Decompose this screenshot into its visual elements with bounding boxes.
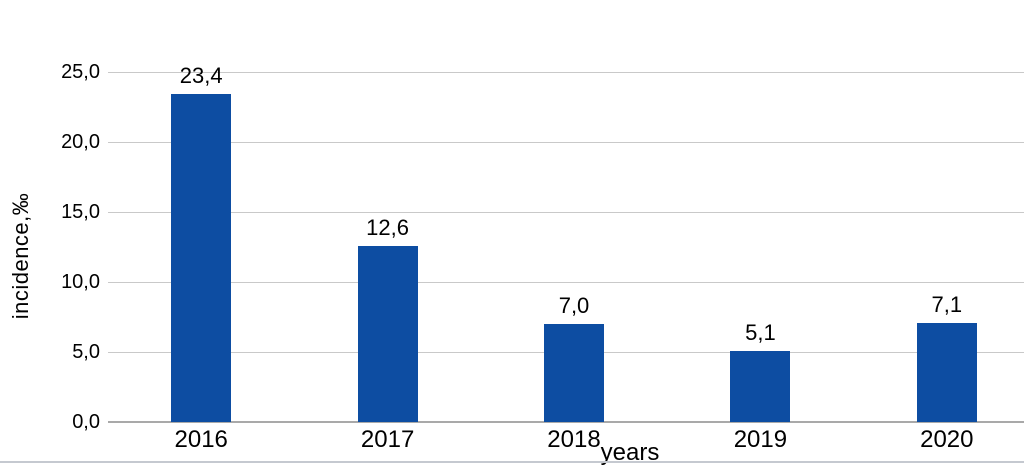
x-tick-label: 2017 <box>360 426 415 453</box>
x-axis-line <box>108 421 1024 423</box>
bar <box>171 94 232 422</box>
gridline <box>108 212 1024 213</box>
y-tick-label: 10,0 <box>61 271 100 293</box>
x-tick-label: 2020 <box>920 426 974 453</box>
y-tick-label: 20,0 <box>61 131 100 153</box>
bar <box>544 324 604 422</box>
bar <box>916 322 977 422</box>
bar-value-label: 12,6 <box>366 214 410 240</box>
y-tick-label: 25,0 <box>61 61 100 83</box>
bar-value-label: 23,4 <box>179 63 223 89</box>
x-tick-label: 2018 <box>547 426 601 453</box>
gridline <box>108 282 1024 283</box>
page-bottom-border <box>0 461 1024 463</box>
bar-value-label: 7,0 <box>558 293 590 318</box>
bar-value-label: 7,1 <box>931 291 963 317</box>
gridline <box>108 72 1024 73</box>
bar <box>357 245 418 422</box>
y-tick-label: 0,0 <box>72 411 100 433</box>
x-tick-label: 2016 <box>174 426 228 453</box>
y-tick-label: 5,0 <box>72 341 100 363</box>
bar-value-label: 5,1 <box>745 319 776 345</box>
y-axis-title: incidence,‰ <box>8 192 33 320</box>
x-axis-title: years <box>600 439 660 466</box>
y-tick-label: 15,0 <box>61 201 100 223</box>
gridline <box>108 142 1024 143</box>
x-tick-label: 2019 <box>733 426 788 453</box>
bar <box>730 350 791 422</box>
